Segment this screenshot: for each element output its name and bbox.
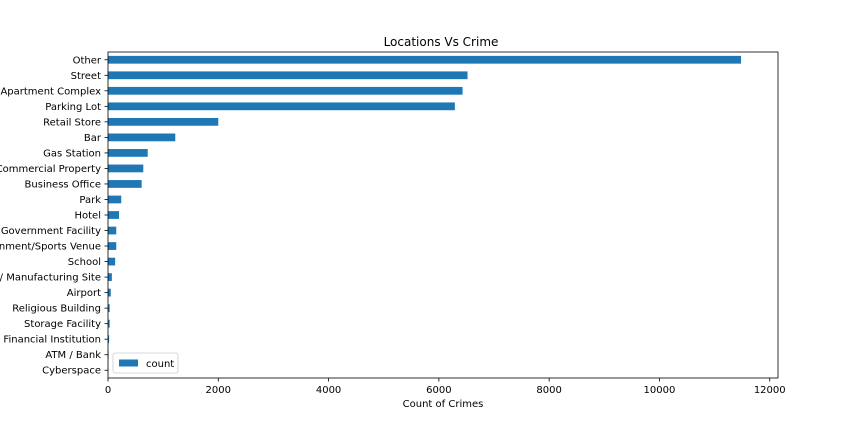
bar <box>108 180 142 188</box>
bar <box>108 117 219 126</box>
bar <box>108 257 116 266</box>
y-tick-label: Gas Station <box>43 148 101 159</box>
plot-frame <box>107 51 779 379</box>
y-tick-label: Other <box>73 55 102 66</box>
y-tick-label: Cyberspace <box>42 366 101 377</box>
bar <box>108 164 144 173</box>
x-axis-title: Count of Crimes <box>403 399 484 410</box>
y-tick-label: Airport <box>67 288 101 299</box>
bar <box>108 133 176 142</box>
y-tick-label: Bar <box>84 133 102 144</box>
bar <box>108 304 110 313</box>
bar <box>108 273 112 281</box>
y-tick-label: Industrial / Manufacturing Site <box>0 273 101 284</box>
y-tick-label: Retail Store <box>43 117 101 128</box>
y-tick-label: Government Facility <box>1 226 101 237</box>
x-tick-label: 12000 <box>754 385 786 396</box>
bar <box>108 55 742 64</box>
bars-group <box>108 55 742 375</box>
y-tick-label: Entertainment/Sports Venue <box>0 242 101 253</box>
y-tick-label: Hotel <box>75 211 102 222</box>
y-tick-label: Religious Building <box>12 304 101 315</box>
y-tick-label: ATM / Bank <box>45 350 101 361</box>
x-tick-label: 10000 <box>644 385 676 396</box>
bar <box>108 226 117 235</box>
y-tick-label: Financial Institution <box>3 335 101 346</box>
bar <box>108 102 455 111</box>
y-tick-label: School <box>68 257 101 268</box>
y-tick-label: Business Office <box>25 179 101 190</box>
bar <box>108 242 117 250</box>
bar <box>108 335 110 344</box>
bar <box>108 288 111 297</box>
x-axis-ticks: 0 2000 4000 6000 8000 10000 12000 <box>105 378 786 396</box>
bar <box>108 71 468 80</box>
legend-label: count <box>146 359 174 370</box>
y-tick-label: Commercial Property <box>0 164 101 175</box>
y-tick-label: Parking Lot <box>45 102 101 113</box>
y-tick-label: Park <box>79 195 101 206</box>
y-tick-label: Storage Facility <box>24 319 101 330</box>
bar <box>108 211 120 219</box>
x-tick-label: 6000 <box>426 385 451 396</box>
y-axis-ticks: Other Street Apartment Complex Parking Lot R… <box>0 55 108 377</box>
x-tick-label: 0 <box>105 385 111 396</box>
bar <box>108 149 148 157</box>
legend: count <box>112 352 179 374</box>
legend-swatch <box>119 359 138 367</box>
y-tick-label: Street <box>71 71 101 82</box>
x-tick-label: 4000 <box>316 385 341 396</box>
chart-title: Locations Vs Crime <box>384 35 499 49</box>
legend-box <box>112 352 179 374</box>
y-tick-label: Apartment Complex <box>0 86 101 97</box>
x-tick-label: 8000 <box>536 385 561 396</box>
bar <box>108 319 110 328</box>
bar <box>108 195 122 204</box>
x-tick-label: 2000 <box>206 385 231 396</box>
bar <box>108 86 463 95</box>
